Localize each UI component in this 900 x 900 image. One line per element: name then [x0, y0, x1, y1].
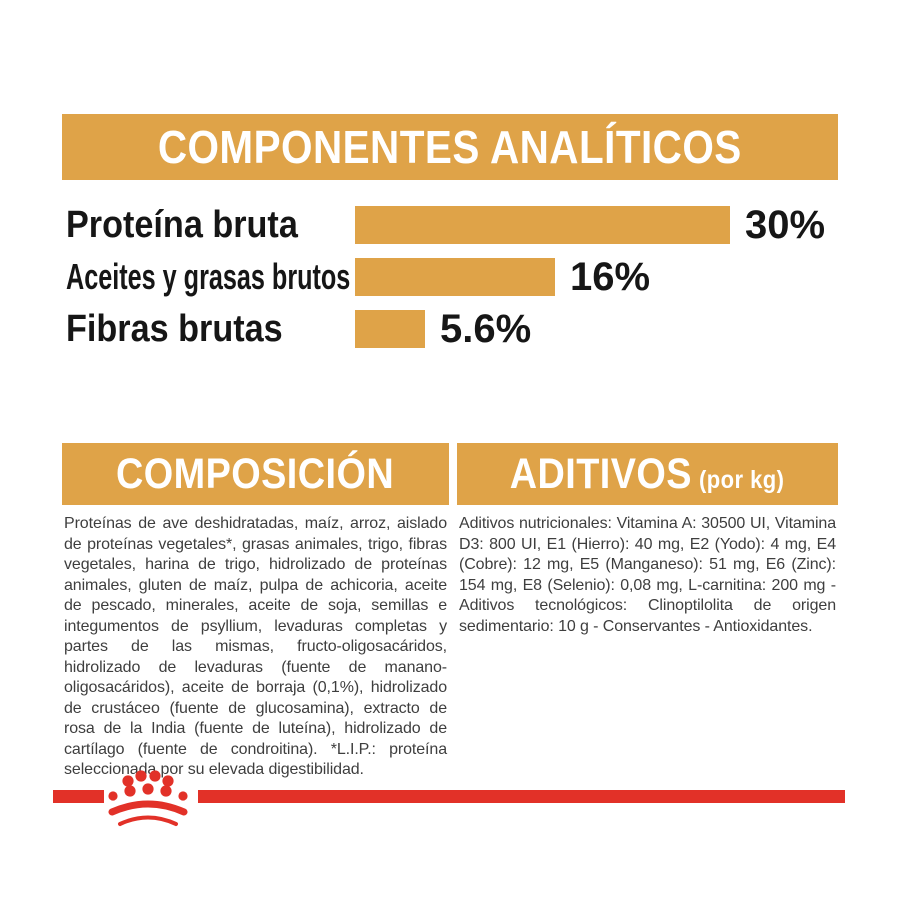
additives-title-suffix: (por kg) — [699, 465, 785, 494]
analytical-components-title: COMPONENTES ANALÍTICOS — [158, 121, 742, 173]
red-rule-right — [198, 790, 845, 803]
chart-bar-fibre — [355, 310, 425, 348]
chart-bar-protein — [355, 206, 730, 244]
composition-banner: COMPOSICIÓN — [62, 443, 449, 505]
chart-value-fibre: 5.6% — [440, 306, 532, 351]
additives-title: ADITIVOS — [510, 449, 693, 498]
chart-row-fibre: Fibras brutas 5.6% — [66, 305, 842, 353]
chart-label-protein: Proteína bruta — [66, 203, 298, 246]
composition-body-text: Proteínas de ave deshidratadas, maíz, ar… — [64, 515, 447, 778]
red-rule-left — [53, 790, 104, 803]
chart-bar-fats — [355, 258, 555, 296]
royal-canin-crown-icon — [108, 770, 188, 826]
analytical-components-banner: COMPONENTES ANALÍTICOS — [62, 114, 838, 180]
chart-row-fats: Aceites y grasas brutos 16% — [66, 253, 842, 301]
additives-banner: ADITIVOS (por kg) — [457, 443, 838, 505]
chart-value-protein: 30% — [745, 202, 826, 247]
composition-section: COMPOSICIÓN Proteínas de ave deshidratad… — [62, 443, 449, 781]
composition-title: COMPOSICIÓN — [116, 449, 395, 498]
chart-label-fats: Aceites y grasas brutos — [66, 256, 351, 297]
additives-body-text: Aditivos nutricionales: Vitamina A: 3050… — [459, 515, 836, 635]
chart-row-protein: Proteína bruta 30% — [66, 201, 842, 249]
chart-label-fibre: Fibras brutas — [66, 307, 283, 350]
analytical-bar-chart: Proteína bruta 30% Aceites y grasas brut… — [66, 201, 842, 357]
additives-section: ADITIVOS (por kg) Aditivos nutricionales:… — [457, 443, 838, 637]
chart-value-fats: 16% — [570, 254, 651, 299]
